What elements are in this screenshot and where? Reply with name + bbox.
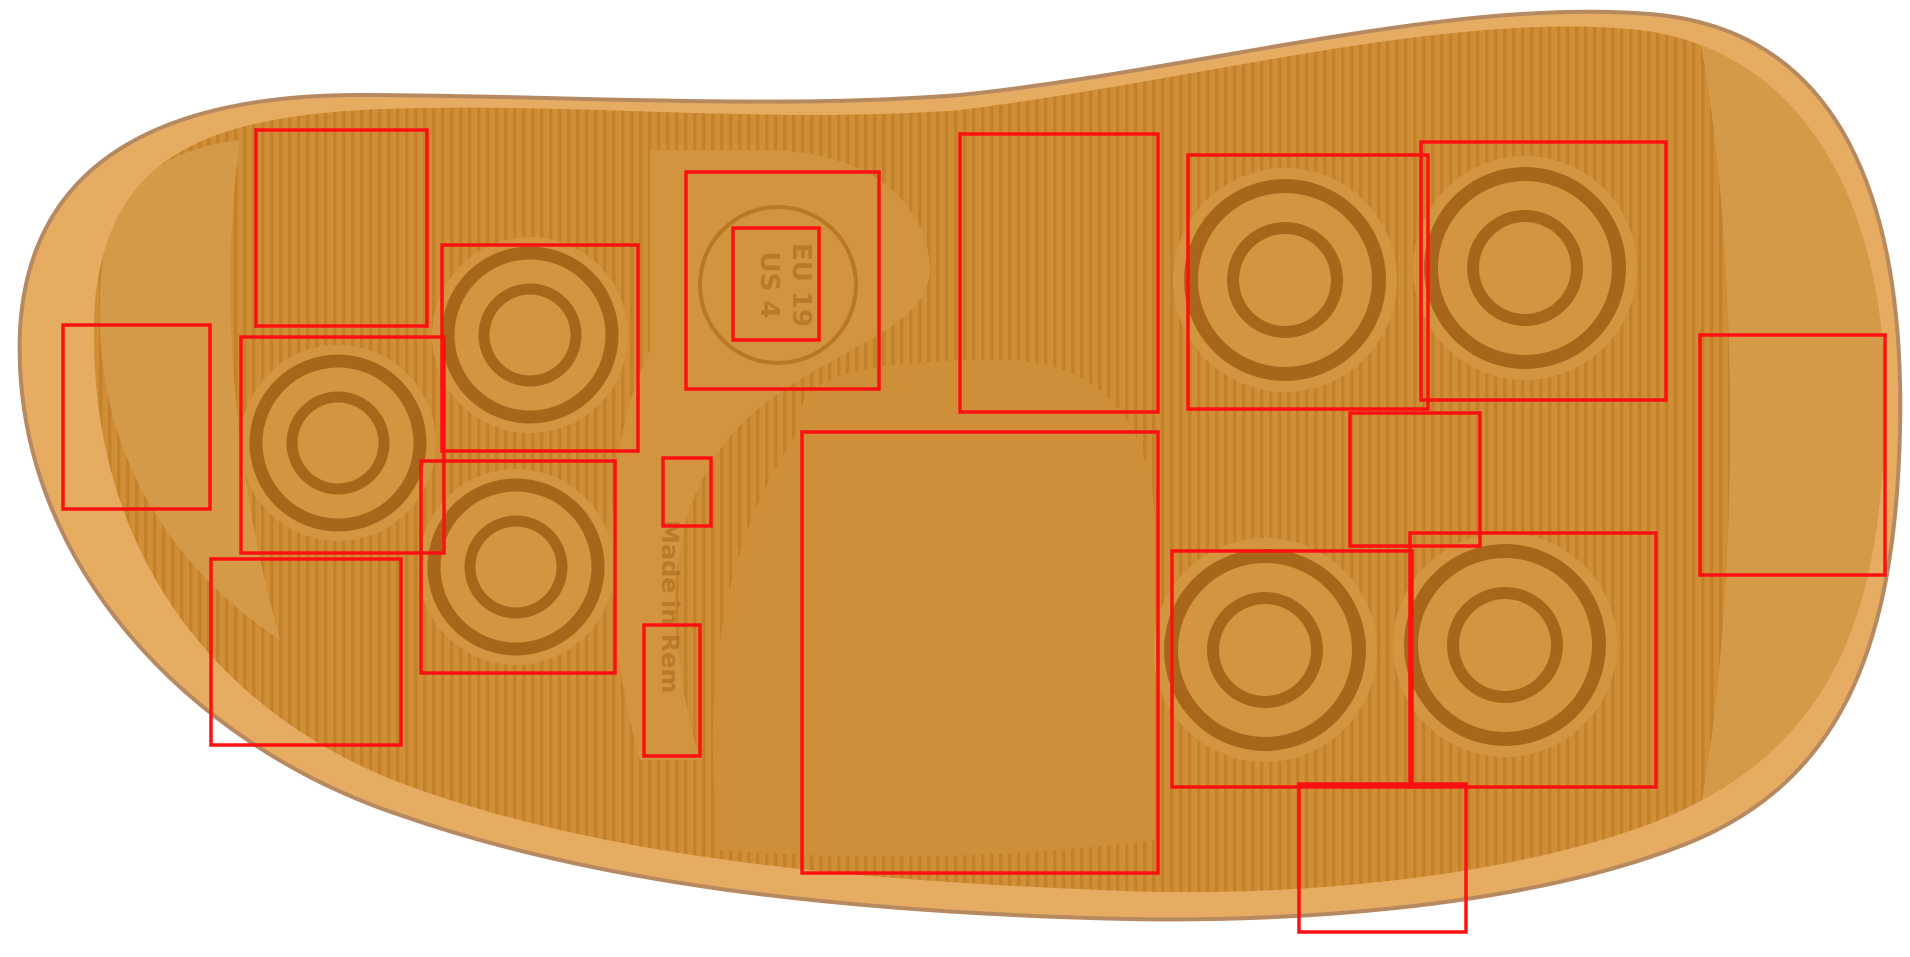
annotation-box — [1419, 140, 1668, 402]
tread-pod-7 — [1393, 533, 1617, 757]
tread-pod-6 — [1153, 538, 1377, 762]
annotation-box — [440, 243, 640, 453]
size-emblem: EU 19 US 4 — [698, 205, 858, 365]
annotation-box — [642, 623, 702, 758]
annotation-box — [1408, 531, 1658, 789]
tread-pod-4 — [1173, 168, 1397, 392]
annotation-box — [254, 128, 429, 328]
annotation-box — [1186, 153, 1430, 411]
annotation-box — [661, 456, 713, 528]
annotation-box — [209, 557, 403, 747]
size-text-eu: EU 19 — [786, 243, 816, 327]
annotation-box — [800, 430, 1160, 875]
annotation-box — [1348, 411, 1482, 548]
heel-plate — [712, 360, 1155, 857]
annotation-box — [731, 226, 821, 342]
size-text-us: US 4 — [754, 252, 784, 319]
tread-pod-1 — [432, 237, 628, 433]
heel-end — [99, 140, 280, 640]
annotation-box — [419, 459, 617, 675]
annotation-box — [1170, 549, 1414, 789]
tread-pod-5 — [1413, 156, 1637, 380]
annotation-boxes — [61, 128, 1887, 934]
annotation-box — [239, 335, 446, 555]
brand-text-2: in Rem — [656, 600, 684, 693]
annotation-box — [1297, 782, 1468, 934]
tread-pod-2 — [240, 345, 436, 541]
tread-pod-3 — [418, 469, 614, 665]
annotation-box — [684, 170, 881, 391]
brand-text-1: Made — [656, 520, 684, 594]
annotation-box — [61, 323, 212, 511]
annotation-box — [1698, 333, 1887, 577]
annotation-box — [958, 132, 1160, 414]
toe-end — [1700, 40, 1886, 810]
